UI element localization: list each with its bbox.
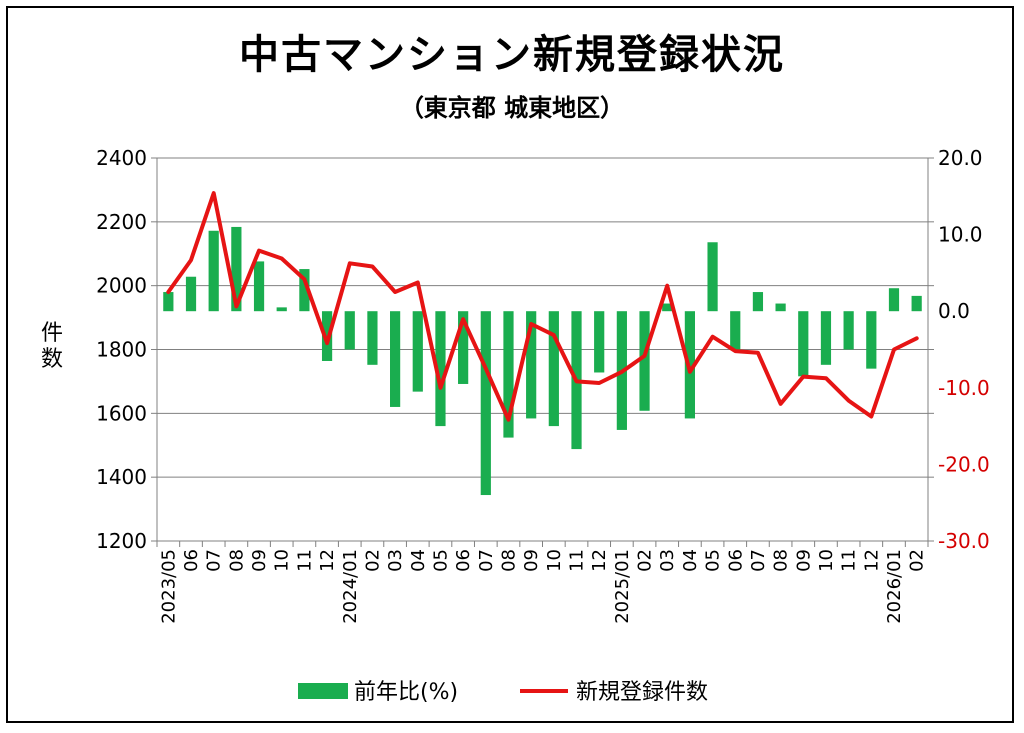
bar-3 [231, 226, 242, 312]
y2-tick-label-1: -20.0 [938, 452, 990, 476]
legend: 前年比(%) 新規登録件数 [298, 680, 708, 705]
x-tick-label-14: 07 [476, 549, 497, 572]
x-tick-label-11: 04 [408, 549, 429, 572]
x-tick-label-9: 02 [362, 549, 383, 572]
x-tick-label-19: 12 [589, 549, 610, 572]
bar-17 [548, 311, 559, 427]
x-tick-label-15: 08 [498, 549, 519, 572]
line-series [166, 191, 919, 422]
axes [151, 157, 934, 547]
x-tick-label-32: 2026/01 [884, 549, 905, 624]
y2-tick-label-5: 20.0 [938, 146, 983, 170]
bar-31 [866, 311, 877, 369]
y-tick-label-1: 1400 [96, 465, 147, 489]
y-tick-label-3: 1800 [96, 338, 147, 362]
x-tick-label-7: 12 [317, 549, 338, 572]
bar-25 [730, 311, 741, 350]
line-path [166, 191, 919, 422]
bar-1 [185, 276, 197, 312]
bar-19 [594, 311, 605, 373]
x-tick-label-26: 07 [748, 549, 769, 572]
x-tick-label-18: 11 [567, 549, 588, 572]
bar-13 [458, 311, 469, 384]
bar-10 [390, 311, 401, 407]
y-tick-label-2: 1600 [96, 401, 147, 425]
tick-labels: 1200 1400 1600 1800 2000 2200 2400 -30.0 -20.0 -1… [96, 146, 990, 624]
x-tick-label-33: 02 [907, 549, 928, 572]
bar-27 [775, 303, 786, 312]
x-tick-label-29: 10 [816, 549, 837, 572]
bar-0 [163, 292, 174, 312]
x-tick-label-6: 11 [294, 549, 315, 572]
x-tick-label-28: 09 [793, 549, 814, 572]
y-tick-label-0: 1200 [96, 529, 147, 553]
bar-5 [276, 307, 287, 312]
x-tick-label-2: 07 [204, 549, 225, 572]
x-tick-label-4: 09 [249, 549, 270, 572]
bar-26 [752, 292, 764, 312]
x-tick-label-21: 02 [635, 549, 656, 572]
y-axis-label-char-0: 件 [41, 321, 63, 346]
y-tick-label-6: 2400 [96, 146, 147, 170]
chart-subtitle: （東京都 城東地区） [399, 94, 625, 122]
y-axis-label: 件数 [41, 321, 63, 372]
y2-tick-label-3: 0.0 [938, 299, 970, 323]
x-tick-label-13: 06 [453, 549, 474, 572]
x-tick-label-27: 08 [771, 549, 792, 572]
bar-32 [888, 288, 900, 312]
x-tick-label-12: 05 [430, 549, 451, 572]
x-tick-label-10: 03 [385, 549, 406, 572]
bar-series [163, 226, 922, 496]
y-tick-label-4: 2000 [96, 274, 147, 298]
x-tick-label-20: 2025/01 [612, 549, 633, 624]
x-tick-label-1: 06 [181, 549, 202, 572]
bar-30 [843, 311, 854, 350]
bar-16 [526, 311, 537, 419]
bar-24 [707, 242, 718, 312]
x-tick-label-0: 2023/05 [158, 549, 179, 624]
x-tick-label-16: 09 [521, 549, 542, 572]
bar-9 [367, 311, 378, 365]
y-tick-label-5: 2200 [96, 210, 147, 234]
grid-lines [157, 157, 928, 542]
bar-8 [344, 311, 355, 350]
bar-33 [911, 295, 922, 312]
bar-29 [820, 311, 832, 365]
x-tick-label-23: 04 [680, 549, 701, 572]
bar-11 [412, 311, 423, 392]
x-tick-label-8: 2024/01 [340, 549, 361, 624]
x-tick-label-5: 10 [272, 549, 293, 572]
bar-6 [299, 269, 310, 312]
y2-tick-label-0: -30.0 [938, 529, 990, 553]
bar-2 [208, 230, 219, 312]
x-tick-label-17: 10 [544, 549, 565, 572]
bar-22 [662, 303, 673, 312]
chart-title: 中古マンション新規登録状況 [239, 32, 785, 78]
bar-15 [503, 311, 514, 438]
x-tick-label-22: 03 [657, 549, 678, 572]
legend-bar-swatch [298, 683, 348, 699]
x-tick-label-3: 08 [226, 549, 247, 572]
y-axis-label-char-1: 数 [41, 347, 63, 372]
bar-4 [253, 261, 265, 312]
bar-14 [480, 311, 491, 496]
legend-line-label: 新規登録件数 [576, 680, 708, 705]
y2-tick-label-2: -10.0 [938, 376, 990, 400]
x-tick-label-25: 06 [725, 549, 746, 572]
bar-21 [639, 311, 650, 411]
x-tick-label-30: 11 [839, 549, 860, 572]
y2-tick-label-4: 10.0 [938, 223, 983, 247]
x-tick-label-31: 12 [861, 549, 882, 572]
bar-12 [435, 311, 446, 427]
bar-28 [798, 311, 809, 377]
x-tick-label-24: 05 [703, 549, 724, 572]
legend-bar-label: 前年比(%) [354, 680, 458, 705]
